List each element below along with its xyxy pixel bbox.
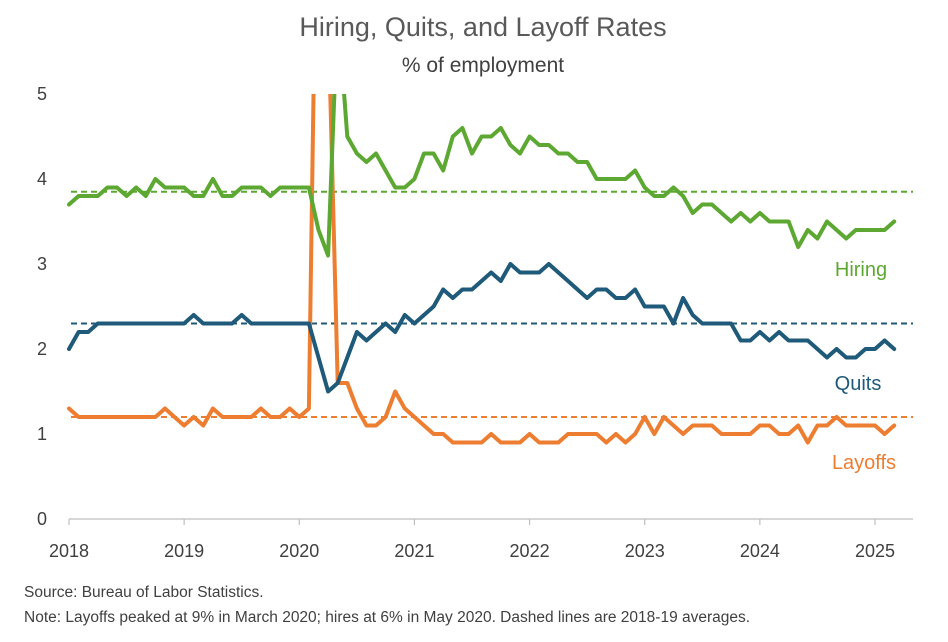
y-tick-label: 1	[37, 424, 47, 444]
y-tick-label: 4	[37, 169, 47, 189]
footnote: Note: Layoffs peaked at 9% in March 2020…	[24, 609, 750, 626]
chart-subtitle: % of employment	[402, 54, 564, 77]
layoffs-label: Layoffs	[832, 452, 896, 474]
average-lines	[71, 190, 913, 418]
x-tick-label: 2021	[394, 541, 434, 561]
x-tick-label: 2024	[740, 541, 780, 561]
x-tick-label: 2019	[164, 541, 204, 561]
chart-title: Hiring, Quits, and Layoff Rates	[299, 12, 666, 42]
x-tick-label: 2018	[49, 541, 89, 561]
quits-line	[67, 262, 897, 394]
x-axis: 2018 2019 2020 2021 2022 2023 2024 2025	[49, 518, 913, 561]
source-note: Source: Bureau of Labor Statistics.	[24, 584, 264, 601]
series-labels: Hiring Quits Layoffs	[832, 259, 896, 474]
y-tick-label: 0	[37, 509, 47, 529]
y-axis: 0 1 2 3 4 5	[37, 84, 47, 529]
x-tick-label: 2022	[510, 541, 550, 561]
layoffs-line	[67, 94, 897, 445]
hiring-line	[67, 94, 897, 258]
x-tick-label: 2025	[855, 541, 895, 561]
y-tick-label: 2	[37, 339, 47, 359]
quits-label: Quits	[835, 373, 882, 395]
series-lines	[67, 94, 897, 445]
x-tick-label: 2023	[625, 541, 665, 561]
x-tick-label: 2020	[279, 541, 319, 561]
y-tick-label: 5	[37, 84, 47, 104]
hiring-label: Hiring	[835, 259, 887, 281]
y-tick-label: 3	[37, 254, 47, 274]
